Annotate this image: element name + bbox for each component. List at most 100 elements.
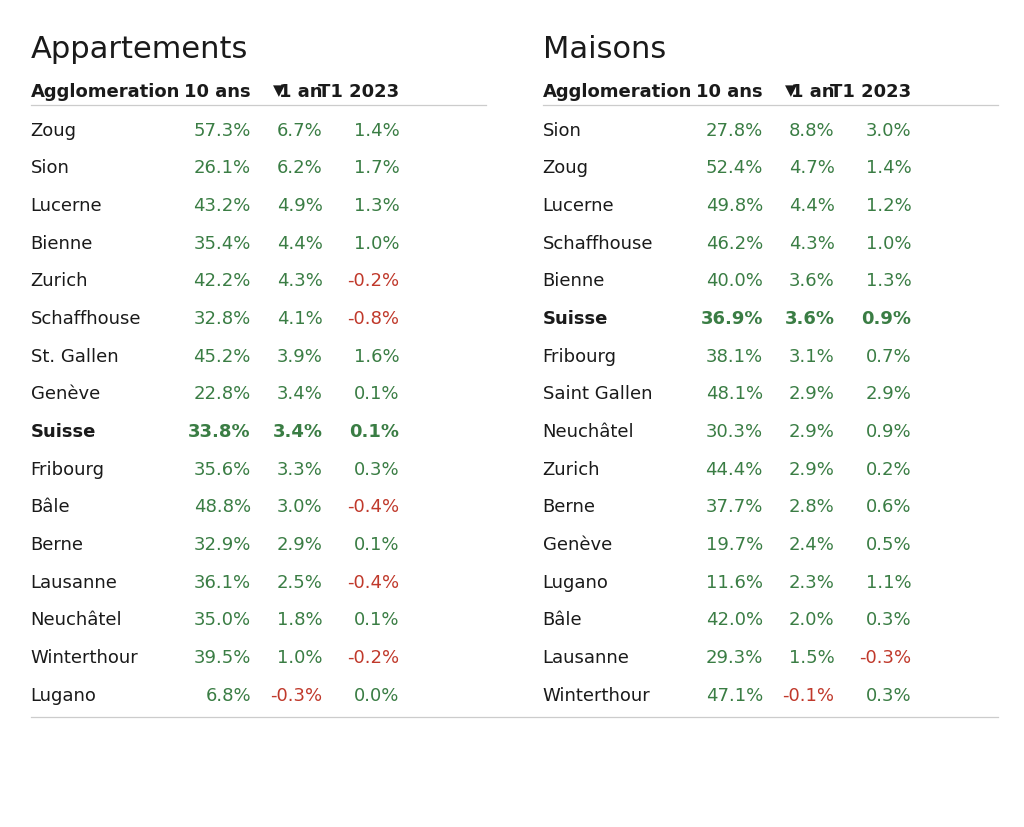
Text: 2.0%: 2.0% bbox=[788, 610, 835, 629]
Text: -0.3%: -0.3% bbox=[859, 648, 911, 667]
Text: Saint Gallen: Saint Gallen bbox=[543, 385, 652, 403]
Text: 0.1%: 0.1% bbox=[354, 610, 399, 629]
Text: 49.8%: 49.8% bbox=[706, 197, 763, 215]
Text: 35.4%: 35.4% bbox=[194, 235, 251, 252]
Text: 3.4%: 3.4% bbox=[272, 423, 323, 441]
Text: 43.2%: 43.2% bbox=[194, 197, 251, 215]
Text: 0.1%: 0.1% bbox=[349, 423, 399, 441]
Text: 26.1%: 26.1% bbox=[194, 159, 251, 177]
Text: 45.2%: 45.2% bbox=[194, 347, 251, 366]
Text: Zurich: Zurich bbox=[31, 272, 88, 290]
Text: 35.0%: 35.0% bbox=[194, 610, 251, 629]
Text: 0.5%: 0.5% bbox=[865, 536, 911, 553]
Text: 1.2%: 1.2% bbox=[865, 197, 911, 215]
Text: -0.1%: -0.1% bbox=[782, 686, 835, 704]
Text: 3.3%: 3.3% bbox=[276, 460, 323, 478]
Text: Lucerne: Lucerne bbox=[31, 197, 102, 215]
Text: 35.6%: 35.6% bbox=[194, 460, 251, 478]
Text: 2.5%: 2.5% bbox=[276, 573, 323, 591]
Text: 1.3%: 1.3% bbox=[353, 197, 399, 215]
Text: 57.3%: 57.3% bbox=[194, 122, 251, 140]
Text: 1.0%: 1.0% bbox=[278, 648, 323, 667]
Text: Lausanne: Lausanne bbox=[543, 648, 630, 667]
Text: 19.7%: 19.7% bbox=[706, 536, 763, 553]
Text: 32.8%: 32.8% bbox=[194, 310, 251, 327]
Text: 4.3%: 4.3% bbox=[276, 272, 323, 290]
Text: 48.8%: 48.8% bbox=[194, 498, 251, 516]
Text: Zoug: Zoug bbox=[543, 159, 589, 177]
Text: Schaffhouse: Schaffhouse bbox=[31, 310, 141, 327]
Text: 4.1%: 4.1% bbox=[276, 310, 323, 327]
Text: 0.2%: 0.2% bbox=[865, 460, 911, 478]
Text: Zoug: Zoug bbox=[31, 122, 77, 140]
Text: 36.1%: 36.1% bbox=[194, 573, 251, 591]
Text: Neuchâtel: Neuchâtel bbox=[543, 423, 634, 441]
Text: T1 2023: T1 2023 bbox=[318, 83, 399, 101]
Text: -0.2%: -0.2% bbox=[347, 272, 399, 290]
Text: 1.3%: 1.3% bbox=[865, 272, 911, 290]
Text: 11.6%: 11.6% bbox=[706, 573, 763, 591]
Text: -0.4%: -0.4% bbox=[347, 498, 399, 516]
Text: Suisse: Suisse bbox=[543, 310, 608, 327]
Text: T1 2023: T1 2023 bbox=[830, 83, 911, 101]
Text: Fribourg: Fribourg bbox=[31, 460, 104, 478]
Text: ▼: ▼ bbox=[272, 83, 285, 98]
Text: 6.7%: 6.7% bbox=[276, 122, 323, 140]
Text: 42.2%: 42.2% bbox=[194, 272, 251, 290]
Text: 46.2%: 46.2% bbox=[706, 235, 763, 252]
Text: Lucerne: Lucerne bbox=[543, 197, 614, 215]
Text: Winterthour: Winterthour bbox=[31, 648, 138, 667]
Text: 1.5%: 1.5% bbox=[788, 648, 835, 667]
Text: 6.8%: 6.8% bbox=[205, 686, 251, 704]
Text: Lausanne: Lausanne bbox=[31, 573, 118, 591]
Text: Genève: Genève bbox=[543, 536, 612, 553]
Text: -0.2%: -0.2% bbox=[347, 648, 399, 667]
Text: 4.3%: 4.3% bbox=[788, 235, 835, 252]
Text: 3.0%: 3.0% bbox=[865, 122, 911, 140]
Text: 3.9%: 3.9% bbox=[276, 347, 323, 366]
Text: 2.9%: 2.9% bbox=[788, 423, 835, 441]
Text: 3.1%: 3.1% bbox=[788, 347, 835, 366]
Text: Genève: Genève bbox=[31, 385, 100, 403]
Text: 2.9%: 2.9% bbox=[788, 460, 835, 478]
Text: Sion: Sion bbox=[543, 122, 582, 140]
Text: 48.1%: 48.1% bbox=[706, 385, 763, 403]
Text: Zurich: Zurich bbox=[543, 460, 600, 478]
Text: Fribourg: Fribourg bbox=[543, 347, 616, 366]
Text: 47.1%: 47.1% bbox=[706, 686, 763, 704]
Text: 3.0%: 3.0% bbox=[276, 498, 323, 516]
Text: 2.9%: 2.9% bbox=[276, 536, 323, 553]
Text: St. Gallen: St. Gallen bbox=[31, 347, 119, 366]
Text: 27.8%: 27.8% bbox=[706, 122, 763, 140]
Text: 6.2%: 6.2% bbox=[276, 159, 323, 177]
Text: Berne: Berne bbox=[543, 498, 596, 516]
Text: Winterthour: Winterthour bbox=[543, 686, 650, 704]
Text: 1.0%: 1.0% bbox=[866, 235, 911, 252]
Text: 0.7%: 0.7% bbox=[865, 347, 911, 366]
Text: 4.9%: 4.9% bbox=[276, 197, 323, 215]
Text: 2.3%: 2.3% bbox=[788, 573, 835, 591]
Text: Bâle: Bâle bbox=[543, 610, 583, 629]
Text: 4.4%: 4.4% bbox=[276, 235, 323, 252]
Text: 8.8%: 8.8% bbox=[788, 122, 835, 140]
Text: 0.9%: 0.9% bbox=[865, 423, 911, 441]
Text: 1.6%: 1.6% bbox=[353, 347, 399, 366]
Text: 2.4%: 2.4% bbox=[788, 536, 835, 553]
Text: ▼: ▼ bbox=[784, 83, 797, 98]
Text: 0.3%: 0.3% bbox=[865, 686, 911, 704]
Text: 29.3%: 29.3% bbox=[706, 648, 763, 667]
Text: 10 ans: 10 ans bbox=[184, 83, 251, 101]
Text: Bienne: Bienne bbox=[543, 272, 605, 290]
Text: 3.4%: 3.4% bbox=[276, 385, 323, 403]
Text: 36.9%: 36.9% bbox=[700, 310, 763, 327]
Text: Lugano: Lugano bbox=[31, 686, 96, 704]
Text: 1.7%: 1.7% bbox=[353, 159, 399, 177]
Text: 22.8%: 22.8% bbox=[194, 385, 251, 403]
Text: 2.9%: 2.9% bbox=[865, 385, 911, 403]
Text: 0.3%: 0.3% bbox=[353, 460, 399, 478]
Text: 3.6%: 3.6% bbox=[784, 310, 835, 327]
Text: 2.9%: 2.9% bbox=[788, 385, 835, 403]
Text: 1 an: 1 an bbox=[280, 83, 323, 101]
Text: 1.1%: 1.1% bbox=[865, 573, 911, 591]
Text: Sion: Sion bbox=[31, 159, 70, 177]
